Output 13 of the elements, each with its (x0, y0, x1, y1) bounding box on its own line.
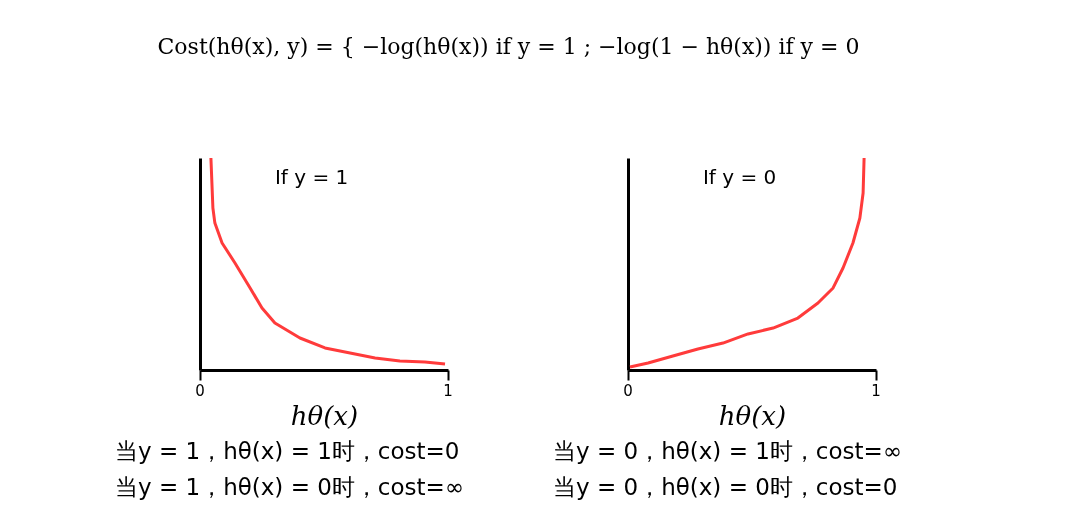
x-tick-label: 0 (623, 382, 633, 400)
text: 当y = 0，hθ(x) = 1时，cost=∞ (553, 438, 903, 464)
x-axis-title: hθ(x) (718, 400, 787, 431)
annotation: If y = 1 (274, 165, 349, 189)
text: 当y = 1，hθ(x) = 0时，cost=∞ (115, 474, 465, 500)
x-tick-label: 1 (443, 382, 453, 400)
annotation: If y = 0 (702, 165, 777, 189)
text: 当y = 1，hθ(x) = 1时，cost=0 (115, 438, 460, 464)
x-axis-title: hθ(x) (290, 400, 359, 431)
x-tick-label: 1 (871, 382, 881, 400)
text: 当y = 0，hθ(x) = 0时，cost=0 (553, 474, 898, 500)
x-tick-label: 0 (195, 382, 205, 400)
text: Cost(hθ(x), y) = { −log(hθ(x)) if y = 1 ; −log(1 − hθ(x)) if y = 0 (157, 33, 860, 59)
